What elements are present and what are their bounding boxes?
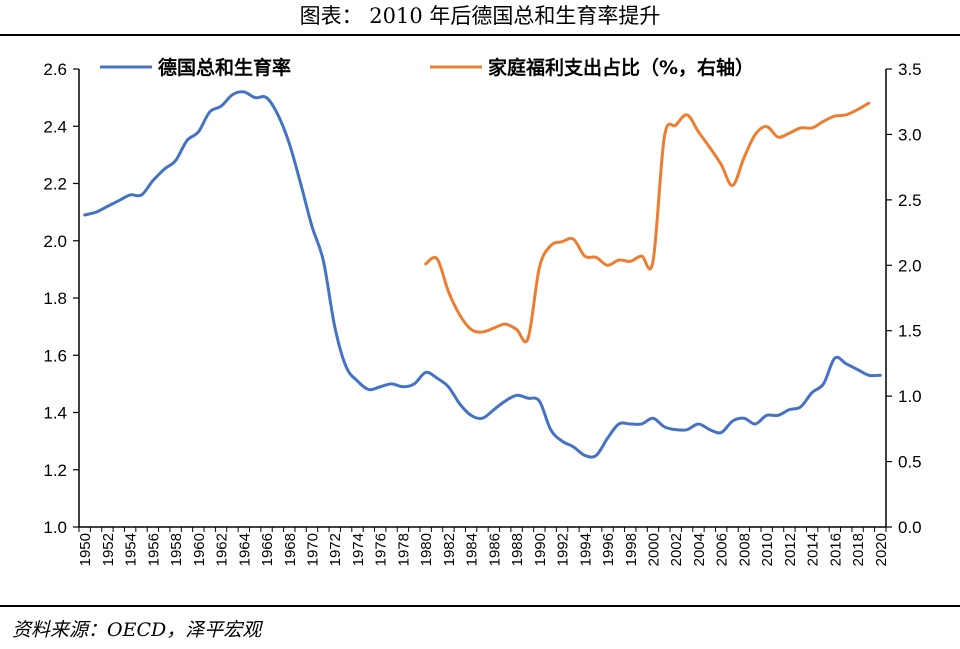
x-tick-label: 1990 xyxy=(532,533,549,566)
x-tick-label: 2010 xyxy=(759,533,776,566)
x-tick-label: 1968 xyxy=(282,533,299,566)
left-tick-label: 2.0 xyxy=(43,232,67,251)
x-tick-label: 1994 xyxy=(577,533,594,566)
x-tick-label: 2006 xyxy=(714,533,731,566)
series-line-welfare xyxy=(424,101,871,344)
x-tick-label: 1980 xyxy=(418,533,435,566)
x-tick-label: 1962 xyxy=(214,533,231,566)
x-tick-label: 2000 xyxy=(645,533,662,566)
x-tick-label: 2018 xyxy=(850,533,867,566)
left-tick-label: 1.8 xyxy=(43,289,67,308)
x-tick-label: 2004 xyxy=(691,533,708,566)
left-tick-label: 1.6 xyxy=(43,346,67,365)
right-tick-label: 1.5 xyxy=(898,322,922,341)
x-tick-label: 1960 xyxy=(191,533,208,566)
right-tick-label: 2.5 xyxy=(898,191,922,210)
x-tick-label: 1964 xyxy=(236,533,253,566)
x-tick-label: 1984 xyxy=(464,533,481,566)
x-axis-ticks: 1950 1952 1954 1956 1958 1960 1962 1964 1966 1968… xyxy=(77,527,890,566)
legend-label-fertility: 德国总和生育率 xyxy=(158,56,291,79)
x-tick-label: 1978 xyxy=(395,533,412,566)
x-tick-label: 1952 xyxy=(100,533,117,566)
x-tick-label: 1970 xyxy=(305,533,322,566)
left-tick-label: 1.0 xyxy=(43,518,67,537)
source-note: 资料来源：OECD，泽平宏观 xyxy=(12,619,262,641)
bottom-rule xyxy=(0,605,960,607)
right-tick-label: 3.0 xyxy=(898,125,922,144)
x-tick-label: 1986 xyxy=(486,533,503,566)
left-axis-ticks: 1.0 1.2 1.4 1.6 1.8 2.0 2.2 2.4 2.6 xyxy=(43,60,79,537)
x-tick-label: 2002 xyxy=(668,533,685,566)
x-tick-label: 1972 xyxy=(327,533,344,566)
right-tick-label: 2.0 xyxy=(898,256,922,275)
right-tick-label: 1.0 xyxy=(898,387,922,406)
x-tick-label: 2012 xyxy=(782,533,799,566)
legend-label-welfare: 家庭福利支出占比（%，右轴） xyxy=(488,56,754,79)
x-tick-label: 2014 xyxy=(805,533,822,566)
x-tick-label: 1958 xyxy=(168,533,185,566)
x-tick-label: 1996 xyxy=(600,533,617,566)
axes xyxy=(78,69,887,528)
x-tick-label: 1992 xyxy=(555,533,572,566)
right-tick-label: 0.5 xyxy=(898,453,922,472)
x-tick-label: 1966 xyxy=(259,533,276,566)
left-tick-label: 2.6 xyxy=(43,60,67,79)
left-tick-label: 2.4 xyxy=(43,117,67,136)
x-tick-label: 1998 xyxy=(623,533,640,566)
x-tick-label: 2008 xyxy=(736,533,753,566)
top-rule xyxy=(0,34,960,36)
x-tick-label: 2016 xyxy=(827,533,844,566)
right-tick-label: 3.5 xyxy=(898,60,922,79)
x-tick-label: 2020 xyxy=(873,533,890,566)
right-axis-ticks: 0.0 0.5 1.0 1.5 2.0 2.5 3.0 3.5 xyxy=(886,60,922,537)
x-tick-label: 1974 xyxy=(350,533,367,566)
left-tick-label: 1.2 xyxy=(43,461,67,480)
legend: 德国总和生育率 家庭福利支出占比（%，右轴） xyxy=(100,56,754,79)
x-tick-label: 1950 xyxy=(77,533,94,566)
x-tick-label: 1956 xyxy=(145,533,162,566)
chart-title: 图表： 2010 年后德国总和生育率提升 xyxy=(299,4,661,28)
series-lines xyxy=(83,90,882,459)
x-tick-label: 1954 xyxy=(123,533,140,566)
left-tick-label: 1.4 xyxy=(43,404,67,423)
right-tick-label: 0.0 xyxy=(898,518,922,537)
left-tick-label: 2.2 xyxy=(43,175,67,194)
x-tick-label: 1976 xyxy=(373,533,390,566)
x-tick-label: 1982 xyxy=(441,533,458,566)
x-tick-label: 1988 xyxy=(509,533,526,566)
series-line-fertility xyxy=(83,90,882,459)
